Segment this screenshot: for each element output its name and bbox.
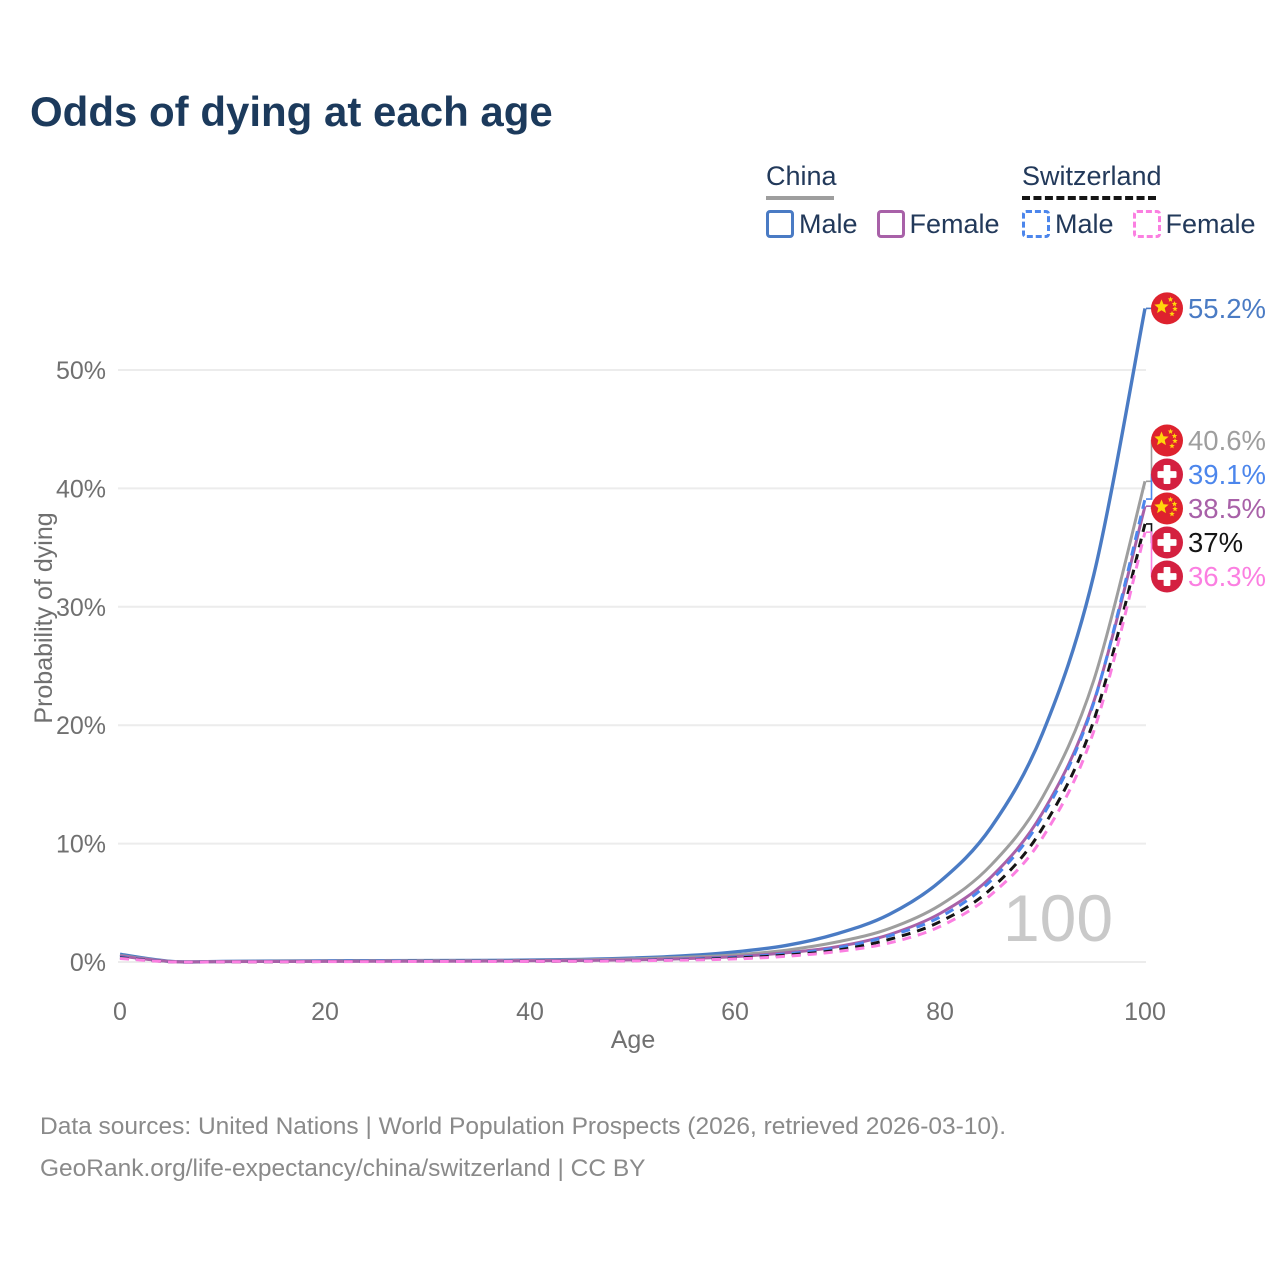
china-flag-small-star xyxy=(1169,443,1175,449)
legend-item-china-female-label: Female xyxy=(909,208,1000,239)
x-tick-label: 60 xyxy=(721,998,749,1026)
legend-item-switzerland-male-label: Male xyxy=(1055,208,1114,239)
china-male-swatch-icon[interactable] xyxy=(766,210,794,238)
switzerland-flag-icon xyxy=(1151,458,1183,491)
legend: China Male Female Switzerland Male xyxy=(0,163,1280,253)
china-flag-small-star xyxy=(1169,311,1175,317)
y-tick-label: 20% xyxy=(56,712,106,740)
y-tick-label: 10% xyxy=(56,831,106,859)
china-flag-circle xyxy=(1151,424,1183,457)
legend-group-china-label: China xyxy=(766,161,837,191)
footer-data-sources: Data sources: United Nations | World Pop… xyxy=(40,1113,1007,1140)
china-flag-small-star xyxy=(1171,433,1178,439)
china-flag-small-star xyxy=(1172,506,1178,512)
china-female-swatch-icon[interactable] xyxy=(876,210,905,238)
legend-item-china-female[interactable]: Female xyxy=(876,208,1000,239)
china-flag-small-star xyxy=(1169,511,1175,517)
china-flag-small-star xyxy=(1167,296,1174,302)
china-flag-circle xyxy=(1151,292,1183,325)
age-watermark: 100 xyxy=(1003,881,1113,955)
china-flag-big-star xyxy=(1154,499,1169,514)
china-flag-big-star xyxy=(1154,299,1169,313)
legend-item-china-male-label: Male xyxy=(799,208,858,239)
y-tick-label: 40% xyxy=(56,475,106,503)
china-flag-icon xyxy=(1151,292,1183,325)
chart-title: Odds of dying at each age xyxy=(30,88,553,135)
footer: Data sources: United Nations | World Pop… xyxy=(40,1106,1006,1189)
legend-switzerland-line-sample xyxy=(1022,196,1156,200)
switzerland-flag-cross xyxy=(1157,471,1177,478)
legend-china-line-sample xyxy=(766,196,834,200)
legend-item-switzerland-female[interactable]: Female xyxy=(1132,208,1256,239)
x-tick-label: 80 xyxy=(926,998,954,1026)
china-flag-big-star xyxy=(1154,431,1169,446)
legend-row-switzerland: Male Female xyxy=(1022,210,1275,238)
china-flag-icon xyxy=(1151,492,1183,525)
series-line-switzerland-female xyxy=(119,531,1147,964)
switzerland-flag-cross xyxy=(1157,539,1177,546)
legend-row-china: Male Female xyxy=(766,210,1019,238)
switzerland-flag-cross xyxy=(1157,573,1177,580)
switzerland-flag-icon xyxy=(1151,526,1183,559)
china-flag-small-star xyxy=(1171,301,1178,307)
legend-group-china: China Male Female xyxy=(766,163,1019,238)
end-label-china-female: 38.5% xyxy=(1188,493,1266,524)
china-flag-small-star xyxy=(1172,438,1178,444)
china-flag-small-star xyxy=(1171,501,1178,507)
y-tick-label: 0% xyxy=(70,949,106,977)
china-flag-small-star xyxy=(1167,496,1174,502)
y-axis-title: Probability of dying xyxy=(30,512,58,723)
x-tick-label: 0 xyxy=(113,998,127,1026)
x-tick-label: 20 xyxy=(311,998,339,1026)
legend-item-china-male[interactable]: Male xyxy=(766,210,858,238)
legend-item-switzerland-female-label: Female xyxy=(1165,208,1256,239)
china-flag-small-star xyxy=(1167,428,1174,434)
china-flag-circle xyxy=(1151,492,1183,525)
x-tick-label: 100 xyxy=(1124,998,1166,1026)
x-tick-label: 40 xyxy=(516,998,544,1026)
legend-group-switzerland-label: Switzerland xyxy=(1022,161,1162,191)
x-axis-title: Age xyxy=(611,1026,655,1054)
legend-item-switzerland-male[interactable]: Male xyxy=(1022,210,1114,238)
switzerland-flag-icon xyxy=(1151,560,1183,593)
end-label-china-total: 40.6% xyxy=(1188,425,1266,456)
china-flag-icon xyxy=(1151,424,1183,457)
end-label-china-male: 55.2% xyxy=(1188,293,1266,324)
y-tick-label: 30% xyxy=(56,594,106,622)
end-label-switzerland-male: 39.1% xyxy=(1188,459,1266,490)
end-label-switzerland-total: 37% xyxy=(1188,527,1243,558)
legend-group-switzerland: Switzerland Male Female xyxy=(1022,163,1275,238)
china-flag-small-star xyxy=(1172,306,1178,312)
switzerland-male-swatch-icon[interactable] xyxy=(1022,210,1050,238)
switzerland-female-swatch-icon[interactable] xyxy=(1132,210,1161,238)
end-label-switzerland-female: 36.3% xyxy=(1188,561,1266,592)
footer-attribution: GeoRank.org/life-expectancy/china/switze… xyxy=(40,1154,646,1182)
y-tick-label: 50% xyxy=(56,357,106,385)
